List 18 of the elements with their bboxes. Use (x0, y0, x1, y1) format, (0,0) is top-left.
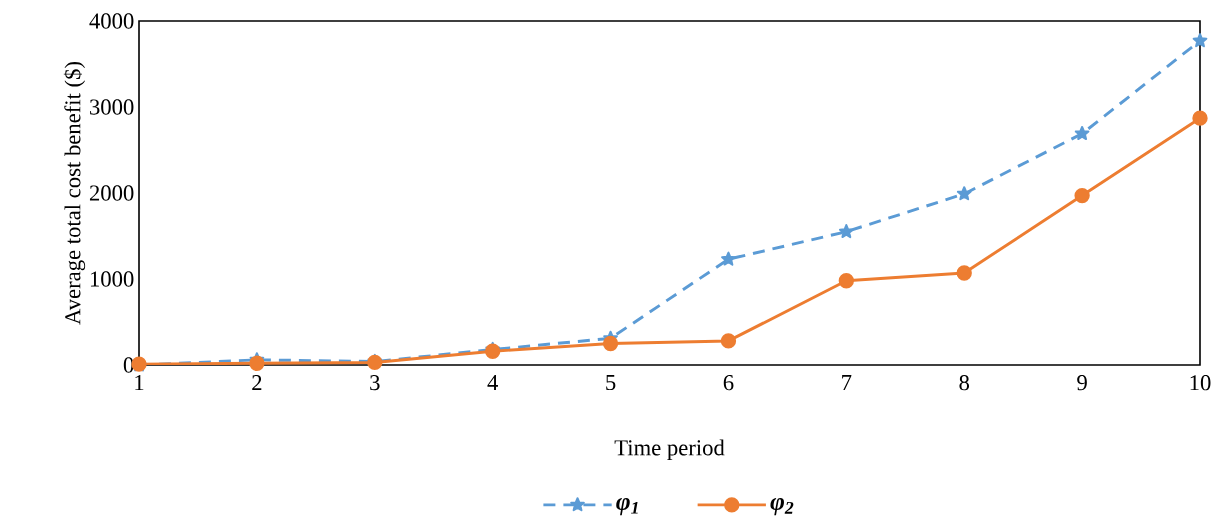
x-tick-label: 2 (252, 375, 262, 391)
x-tick-label: 10 (1190, 375, 1211, 391)
x-tick-label: 9 (1077, 375, 1087, 391)
legend-label: φ$_{1}$ (616, 497, 638, 516)
y-tick-label: 1000 (90, 271, 134, 287)
y-axis-title: Average total cost benefit ($) (63, 62, 86, 325)
x-tick-label: 1 (135, 375, 144, 391)
y-tick-label: 2000 (89, 185, 134, 201)
x-axis-title: Time period (614, 439, 725, 461)
x-tick-label: 4 (487, 375, 498, 390)
x-tick-label: 8 (959, 375, 970, 391)
legend-label: φ$_{2}$ (770, 497, 794, 516)
x-tick-label: 6 (723, 375, 734, 391)
x-tick-label: 3 (370, 375, 380, 391)
x-tick-label: 5 (606, 375, 616, 391)
y-tick-label: 3000 (90, 99, 134, 115)
x-tick-label: 7 (842, 375, 852, 390)
y-tick-label: 4000 (89, 13, 134, 29)
